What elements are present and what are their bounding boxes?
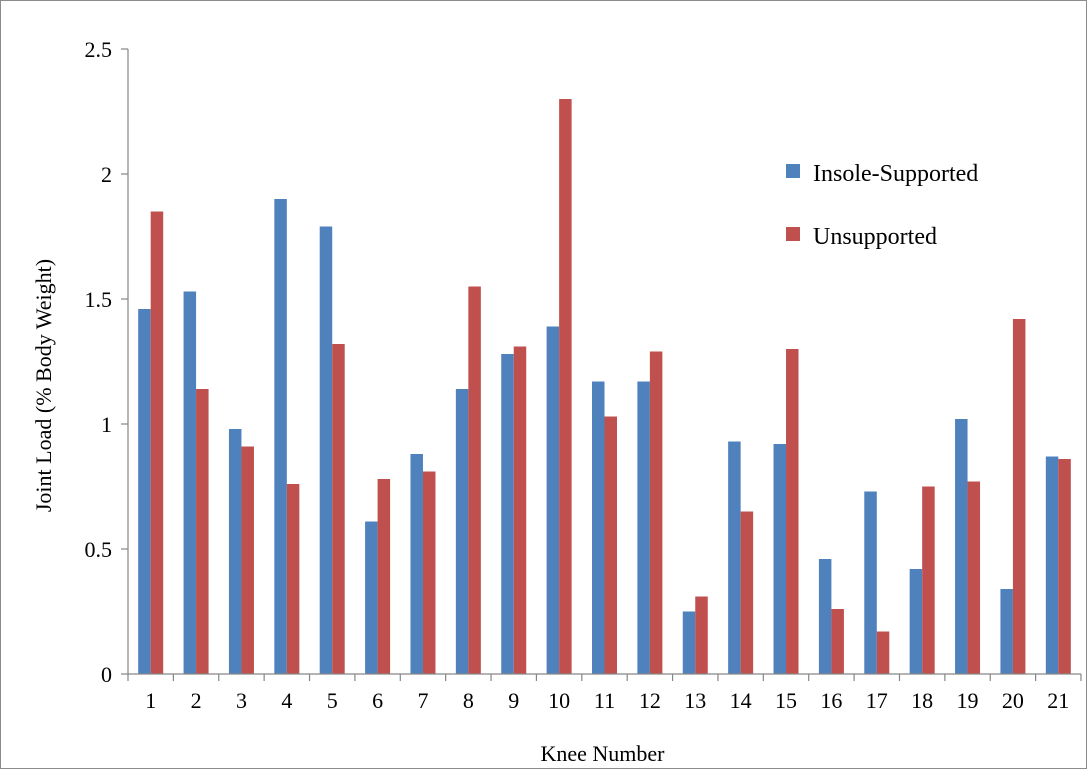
legend-swatch-unsupported [786, 227, 800, 241]
bar-unsupported-7 [422, 471, 436, 674]
bar-unsupported-2 [196, 389, 209, 674]
bar-insole-supported-18 [909, 569, 923, 674]
legend-swatch-insole-supported [786, 164, 800, 178]
bar-unsupported-15 [786, 349, 799, 674]
bar-unsupported-4 [286, 484, 300, 674]
legend-label-unsupported: Unsupported [813, 224, 937, 250]
bar-insole-supported-2 [183, 291, 197, 674]
bars-layer [138, 99, 1071, 674]
x-axis-title: Knee Number [540, 741, 665, 766]
x-tick-label: 13 [684, 688, 706, 713]
bar-insole-supported-21 [1045, 456, 1059, 674]
bar-insole-supported-10 [546, 326, 560, 674]
bar-unsupported-12 [649, 351, 663, 674]
bar-unsupported-10 [559, 99, 572, 674]
x-tick-label: 14 [730, 688, 752, 713]
bar-insole-supported-16 [818, 559, 832, 674]
x-tick-label: 7 [417, 688, 428, 713]
bar-insole-supported-7 [410, 454, 423, 674]
y-axis-title: Joint Load (% Body Weight) [31, 259, 56, 512]
x-tick-label: 18 [911, 688, 933, 713]
bar-unsupported-9 [513, 346, 527, 674]
bar-unsupported-3 [241, 446, 254, 674]
x-tick-label: 19 [957, 688, 979, 713]
bar-insole-supported-1 [138, 309, 151, 674]
bar-unsupported-16 [831, 609, 844, 674]
bar-insole-supported-20 [1000, 589, 1013, 674]
x-tick-label: 4 [281, 688, 292, 713]
x-tick-label: 9 [508, 688, 519, 713]
x-tick-label: 12 [639, 688, 661, 713]
y-tick-label: 1 [101, 412, 112, 437]
bar-insole-supported-5 [319, 226, 333, 674]
bar-unsupported-6 [377, 479, 391, 674]
bar-unsupported-18 [922, 486, 935, 674]
bar-unsupported-21 [1058, 459, 1071, 674]
legend-label-insole-supported: Insole-Supported [813, 161, 978, 187]
bar-insole-supported-14 [728, 441, 741, 674]
bar-unsupported-5 [332, 344, 345, 674]
bar-insole-supported-19 [955, 419, 968, 674]
y-tick-label: 2.5 [85, 37, 113, 62]
bar-insole-supported-9 [501, 354, 514, 674]
bar-unsupported-20 [1012, 319, 1026, 674]
x-tick-label: 6 [372, 688, 383, 713]
x-tick-label: 20 [1002, 688, 1024, 713]
x-tick-label: 21 [1047, 688, 1069, 713]
bar-unsupported-19 [967, 481, 981, 674]
y-tick-label: 0 [101, 662, 112, 687]
bar-unsupported-17 [876, 631, 890, 674]
bar-insole-supported-6 [365, 521, 378, 674]
bar-unsupported-8 [468, 286, 481, 674]
bar-insole-supported-15 [773, 444, 787, 674]
x-tick-label: 1 [145, 688, 156, 713]
bar-insole-supported-4 [274, 199, 287, 674]
x-tick-label: 15 [775, 688, 797, 713]
x-tick-label: 16 [820, 688, 842, 713]
x-tick-label: 2 [191, 688, 202, 713]
bar-unsupported-11 [604, 416, 617, 674]
x-tick-label: 5 [327, 688, 338, 713]
y-tick-label: 2 [101, 162, 112, 187]
y-tick-label: 0.5 [85, 537, 113, 562]
y-ticks: 0 0.5 1 1.5 2 2.5 [85, 37, 128, 687]
axes-layer [127, 49, 1081, 675]
bar-insole-supported-8 [455, 389, 469, 674]
x-tick-label: 17 [866, 688, 888, 713]
bar-insole-supported-13 [682, 611, 696, 674]
x-tick-label: 11 [594, 688, 615, 713]
y-tick-label: 1.5 [85, 287, 113, 312]
bar-insole-supported-17 [864, 491, 877, 674]
x-tick-label: 8 [463, 688, 474, 713]
bar-insole-supported-3 [228, 429, 242, 674]
bar-insole-supported-12 [637, 381, 650, 674]
x-tick-label: 10 [548, 688, 570, 713]
bar-unsupported-1 [150, 211, 164, 674]
bar-unsupported-14 [740, 511, 754, 674]
bar-unsupported-13 [695, 596, 708, 674]
x-ticks: 1 2 3 4 5 6 7 8 9 10 11 12 13 14 15 16 17 18 19 20 21 [127, 674, 1082, 713]
legend: Insole-Supported Unsupported [786, 161, 978, 250]
x-tick-label: 3 [236, 688, 247, 713]
bar-insole-supported-11 [592, 381, 605, 674]
